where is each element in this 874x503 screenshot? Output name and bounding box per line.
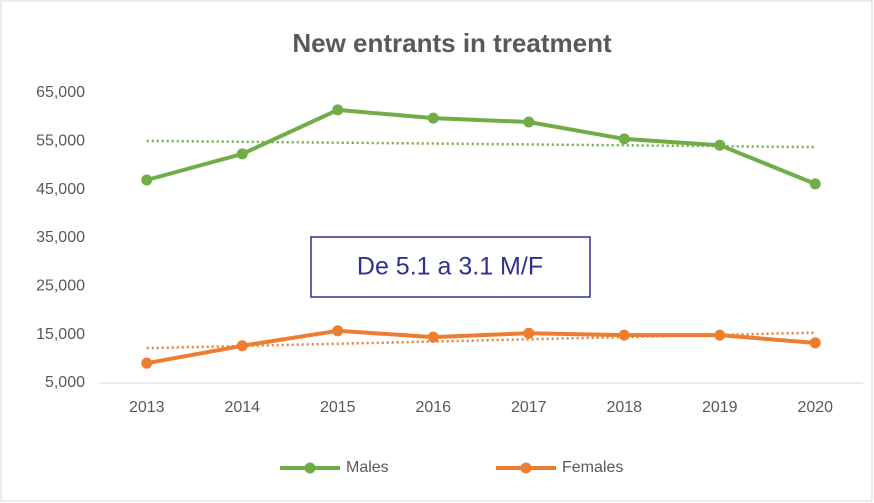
x-tick-label: 2014 [224,399,260,416]
legend-label: Males [346,459,389,476]
x-tick-label: 2016 [415,399,451,416]
x-tick-label: 2018 [606,399,642,416]
legend-marker [304,462,316,474]
trend-line [146,331,816,350]
x-tick-label: 2015 [320,399,356,416]
point [141,357,153,369]
x-tick-label: 2020 [797,399,833,416]
x-tick-label: 2019 [702,399,738,416]
point [427,112,439,124]
point [809,178,821,190]
y-tick-label: 45,000 [36,181,85,198]
point [523,327,535,339]
point [809,337,821,349]
x-tick-label: 2017 [511,399,547,416]
legend-label: Females [562,459,623,476]
legend-marker [520,462,532,474]
point [714,139,726,151]
y-tick-label: 5,000 [45,374,85,391]
y-tick-label: 15,000 [36,326,85,343]
point [714,329,726,341]
y-tick-label: 25,000 [36,278,85,295]
series-line [146,328,816,366]
y-tick-label: 35,000 [36,229,85,246]
plot [99,104,863,384]
y-tick-label: 55,000 [36,133,85,150]
point [141,174,153,186]
series-line [146,107,817,186]
chart-title: New entrants in treatment [292,28,612,58]
point [523,116,535,128]
point [332,104,344,116]
annotation: De 5.1 a 3.1 M/F [357,253,543,281]
point [618,133,630,145]
annotation-box [310,236,591,298]
trend-line [146,139,816,149]
y-tick-label: 65,000 [36,84,85,101]
point [427,331,439,343]
point [236,340,248,352]
point [236,148,248,160]
point [332,325,344,337]
point [618,329,630,341]
x-tick-label: 2013 [129,399,165,416]
